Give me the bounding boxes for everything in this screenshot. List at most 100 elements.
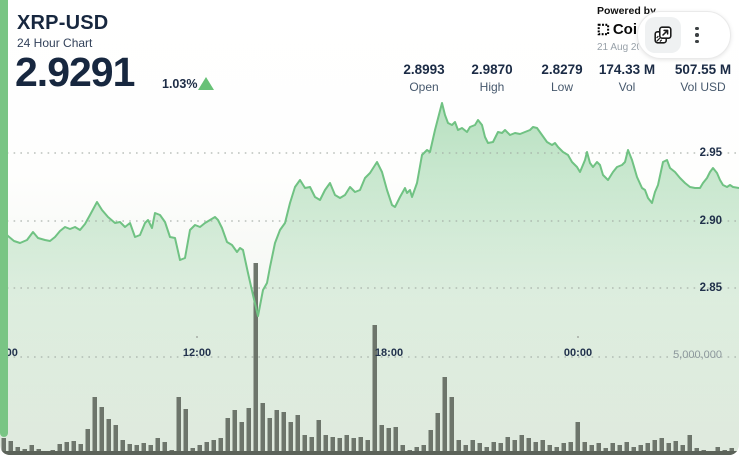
volume-bar (225, 418, 230, 455)
volume-bar (330, 437, 335, 455)
minor-tick (196, 336, 198, 338)
volume-bar (183, 409, 188, 455)
provider-logo-icon (597, 23, 610, 35)
price-tick-2-95: 2.95 (699, 147, 722, 159)
price-area-fill (0, 103, 739, 455)
volume-bar (127, 444, 132, 455)
volume-bar (211, 440, 216, 455)
stat-high: 2.9870 High (447, 62, 537, 94)
volume-bar (526, 438, 531, 455)
volume-bar (260, 403, 265, 455)
volume-bar (687, 435, 692, 455)
stat-open-label: Open (409, 80, 439, 94)
provider-logo: Coi (597, 20, 637, 38)
volume-bar (610, 443, 615, 455)
price-line (0, 102, 739, 317)
volume-bar (400, 445, 405, 455)
volume-bar (582, 442, 587, 455)
volume-bar (673, 441, 678, 455)
volume-bar (498, 443, 503, 455)
volume-bar (288, 422, 293, 455)
volume-baseline (0, 451, 739, 455)
volume-bar (428, 430, 433, 455)
volume-bar (659, 438, 664, 455)
volume-bar (589, 445, 594, 455)
volume-bar (295, 415, 300, 455)
change-percent: 1.03% (162, 77, 198, 91)
volume-bar (463, 445, 468, 455)
volume-bar (344, 435, 349, 455)
stat-vol-value: 174.33 M (598, 62, 656, 77)
volume-bar (274, 410, 279, 455)
chart-subtitle: 24 Hour Chart (17, 36, 93, 50)
volume-bar (218, 438, 223, 455)
volume-bar (449, 397, 454, 455)
volume-bar (29, 445, 34, 455)
volume-bar (134, 445, 139, 455)
volume-bar (92, 397, 97, 455)
open-external-icon (654, 26, 672, 44)
volume-bar (106, 419, 111, 455)
volume-bar (155, 438, 160, 455)
volume-bar (267, 418, 272, 455)
volume-bar (148, 445, 153, 455)
volume-bar (57, 444, 62, 455)
current-price: 2.9291 (15, 49, 135, 95)
kebab-dot (695, 33, 699, 37)
volume-bar (71, 441, 76, 455)
volume-bar (176, 397, 181, 455)
minor-tick (577, 336, 579, 338)
stat-high-label: High (479, 80, 505, 94)
provider-logo-text: Coi (612, 20, 637, 38)
volume-bar (575, 422, 580, 455)
volume-bar (372, 325, 377, 455)
volume-bar (477, 443, 482, 455)
volume-bar (568, 442, 573, 455)
time-tick-1800: 18:00 (374, 347, 404, 359)
volume-bar (365, 440, 370, 455)
time-tick-1200: 12:00 (182, 347, 212, 359)
volume-bar (239, 422, 244, 455)
volume-bar (99, 407, 104, 455)
chart-actions-pill (637, 11, 731, 59)
volume-bar (512, 440, 517, 455)
more-options-button[interactable] (686, 17, 708, 53)
volume-bar (421, 445, 426, 455)
volume-bar (337, 438, 342, 455)
volume-bar (442, 377, 447, 455)
stat-open: 2.8993 Open (379, 62, 469, 94)
volume-bar (302, 435, 307, 455)
volume-bar (652, 440, 657, 455)
volume-bar (323, 435, 328, 455)
volume-bar (617, 445, 622, 455)
volume-bar (232, 410, 237, 455)
volume-bar (120, 440, 125, 455)
page-title: XRP-USD (17, 12, 109, 34)
volume-bar (519, 435, 524, 455)
stat-low-value: 2.8279 (541, 62, 583, 77)
volume-bar (253, 263, 258, 455)
volume-bar (162, 442, 167, 455)
volume-bar (505, 437, 510, 455)
volume-bar (561, 443, 566, 455)
up-arrow-icon (198, 77, 214, 90)
volume-bar (8, 441, 13, 455)
volume-bar (246, 408, 251, 455)
volume-bar (358, 437, 363, 455)
left-accent-strip (0, 0, 8, 437)
volume-bar (316, 420, 321, 455)
volume-bar (204, 442, 209, 455)
volume-bar (638, 445, 643, 455)
volume-bar (379, 425, 384, 455)
volume-bar (596, 443, 601, 455)
open-external-button[interactable] (645, 17, 681, 53)
price-tick-2-90: 2.90 (699, 215, 722, 227)
volume-bar (78, 444, 83, 455)
kebab-dot (695, 26, 699, 31)
volume-bar (113, 425, 118, 455)
volume-tick-label: 5,000,000 (673, 349, 722, 361)
volume-bar (645, 443, 650, 455)
stat-vol-usd-value: 507.55 M (674, 62, 732, 77)
